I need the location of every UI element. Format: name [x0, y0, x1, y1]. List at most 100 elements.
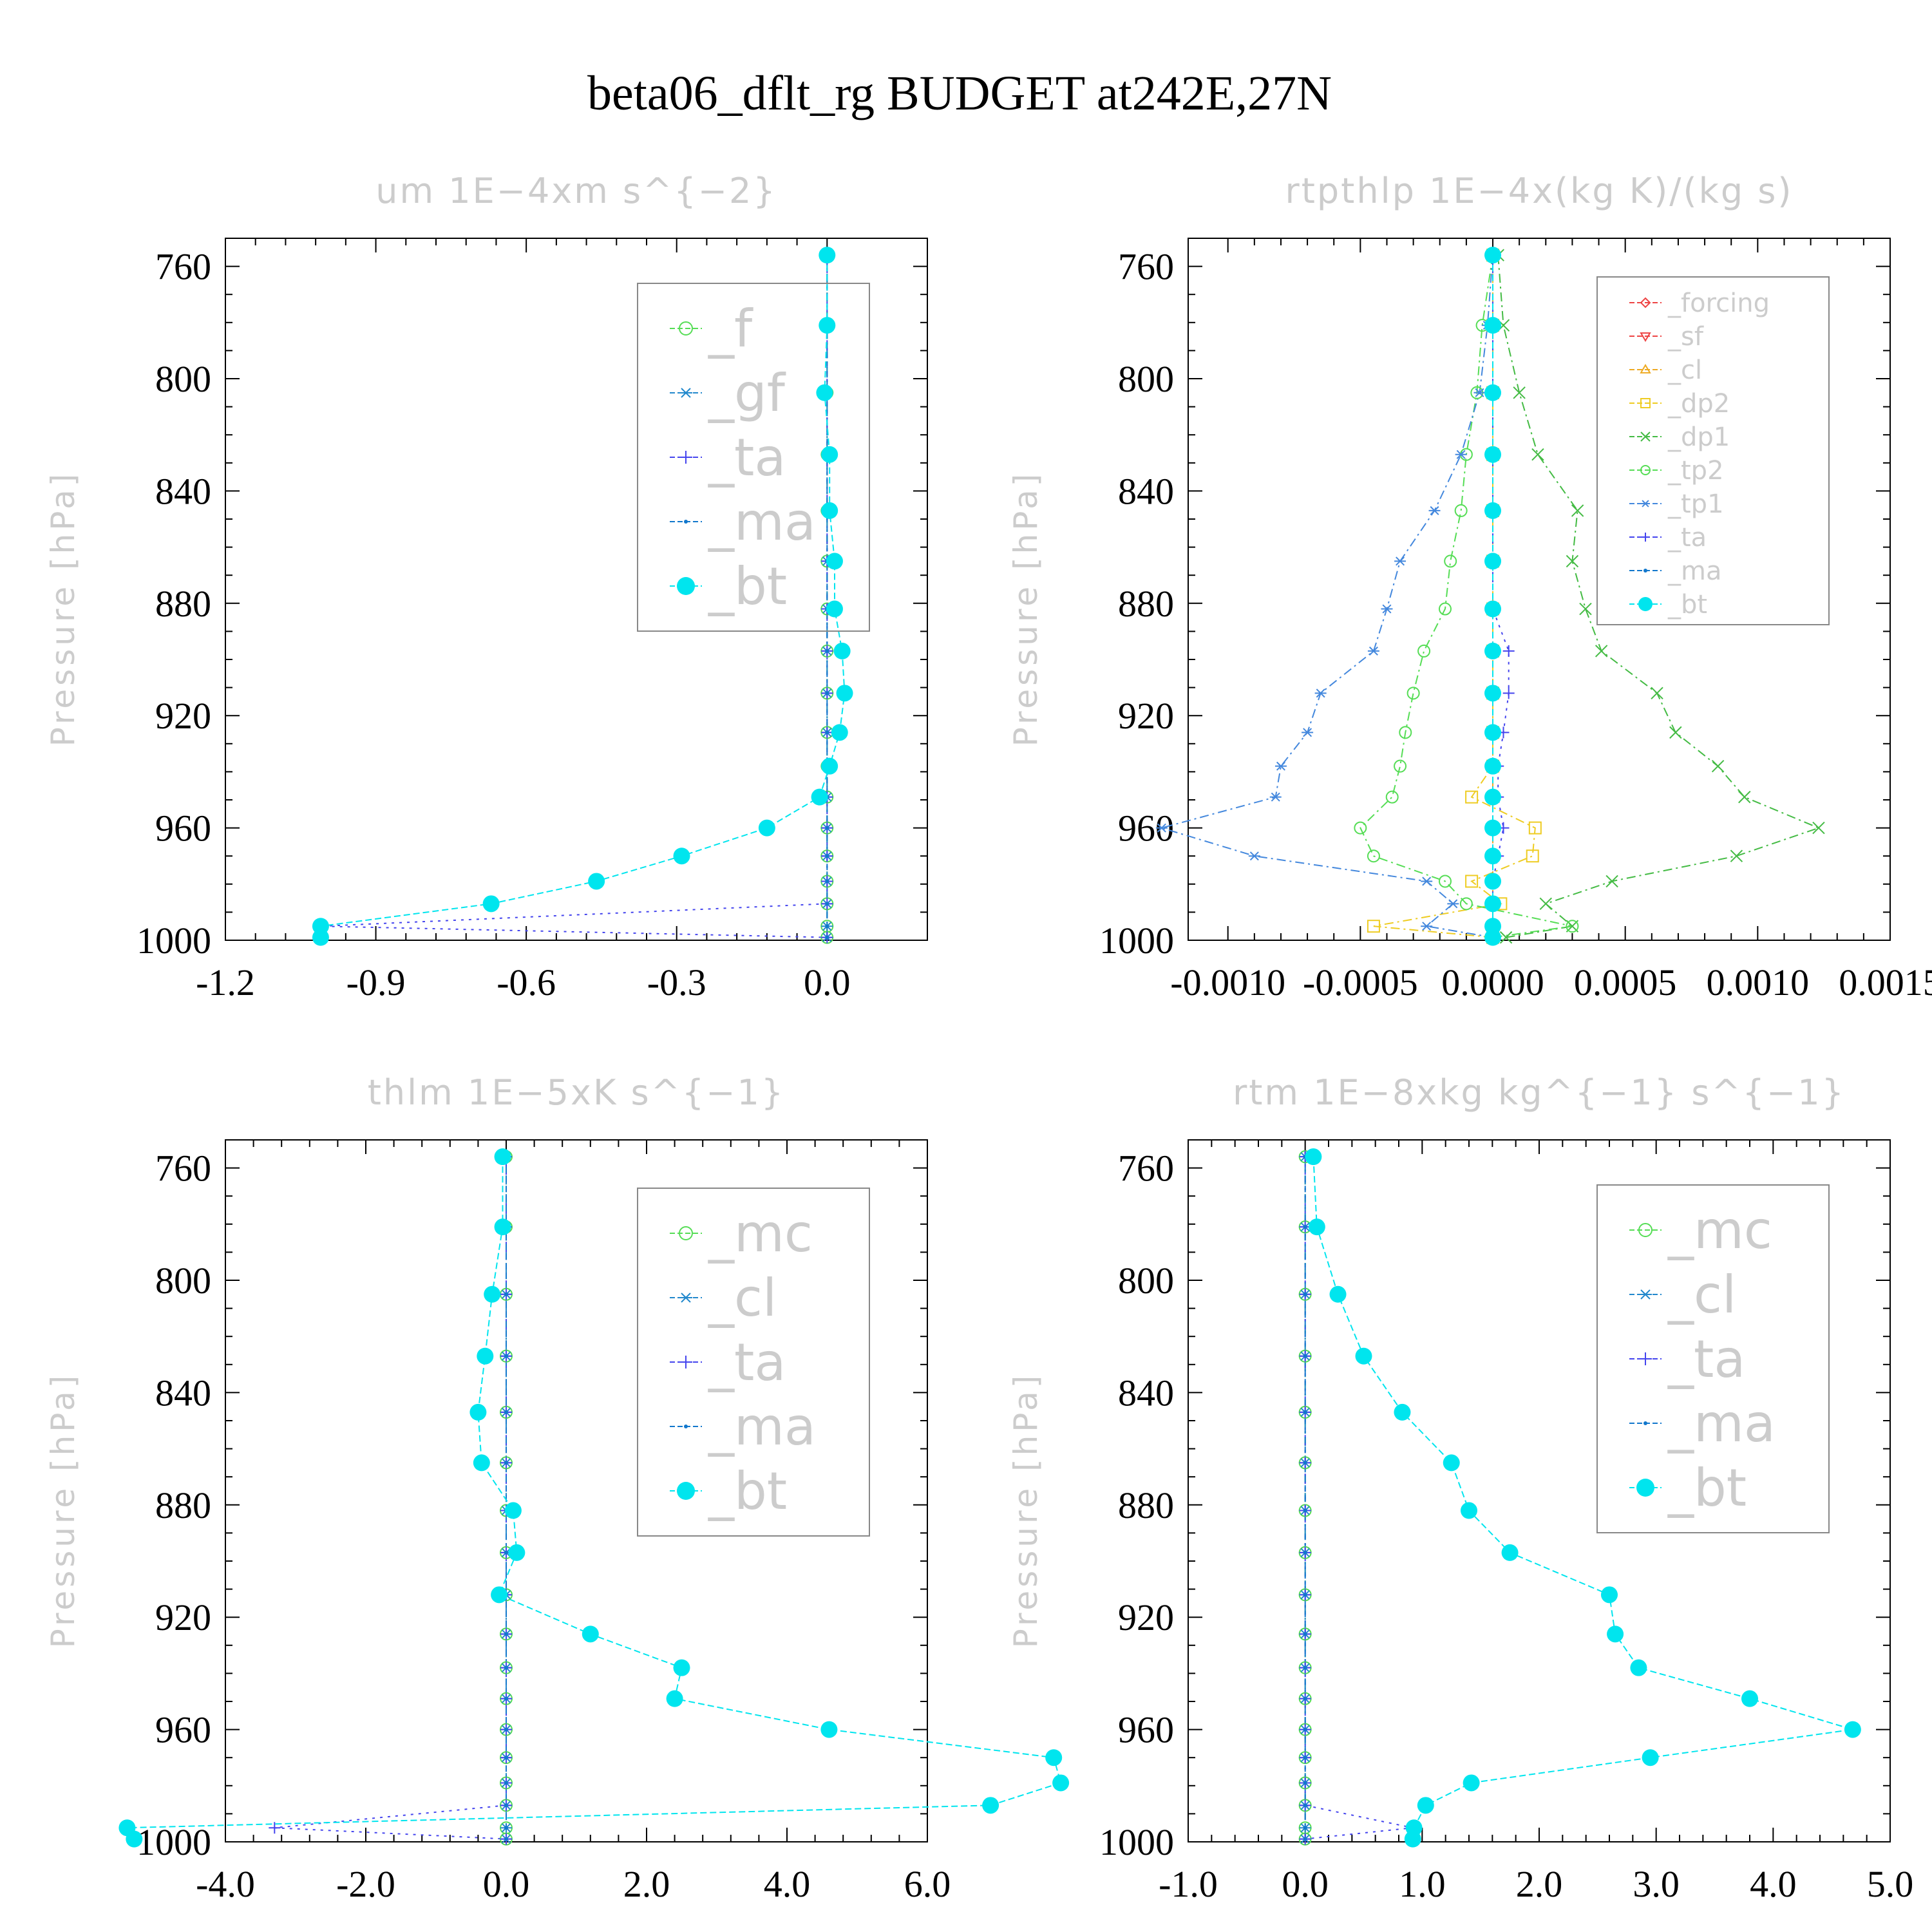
legend-marker — [1638, 597, 1653, 611]
plot-frame — [225, 1140, 927, 1842]
data-point-bt — [1484, 553, 1501, 569]
x-tick-label: -0.9 — [346, 961, 406, 1003]
data-point-bt — [816, 384, 833, 401]
data-point-ma — [825, 854, 829, 858]
legend-entry: _ta — [708, 428, 786, 488]
data-point-ma — [1303, 1461, 1307, 1464]
data-point-bt — [819, 317, 835, 334]
data-point-dp1 — [1532, 449, 1544, 460]
legend-entry: _sf — [1667, 322, 1704, 352]
data-point-dp1 — [1606, 875, 1618, 887]
legend-entry: _forcing — [1667, 289, 1770, 318]
legend-marker — [679, 388, 692, 397]
y-tick-label: 960 — [155, 808, 211, 849]
x-tick-label: 2.0 — [623, 1863, 670, 1905]
legend: _mc_cl_ta_ma_bt — [638, 1188, 869, 1536]
data-point-bt — [1484, 601, 1501, 618]
data-point-tp2 — [1394, 761, 1406, 772]
panel-title: rtpthlp 1E−4x(kg K)/(kg s) — [1285, 171, 1794, 211]
data-point-ma — [825, 902, 829, 905]
data-point-ma — [1303, 1551, 1307, 1555]
x-tick-label: 3.0 — [1633, 1863, 1680, 1905]
x-tick-label: 5.0 — [1867, 1863, 1914, 1905]
data-point-ma — [504, 1666, 508, 1670]
y-tick-label: 840 — [155, 470, 211, 512]
legend-marker — [1639, 1352, 1652, 1365]
legend-entry: _mc — [708, 1204, 813, 1264]
data-point-tp2 — [1418, 645, 1430, 657]
data-point-bt — [126, 1831, 142, 1848]
data-point-dp1 — [1513, 387, 1525, 399]
data-point-bt — [484, 1286, 500, 1303]
panel-title: um 1E−4xm s^{−2} — [375, 171, 777, 211]
data-point-bt — [982, 1797, 999, 1814]
data-point-ma — [825, 691, 829, 695]
data-point-bt — [826, 601, 843, 618]
data-point-bt — [505, 1502, 522, 1519]
y-tick-label: 960 — [1118, 1709, 1174, 1751]
series-line-dp2 — [1374, 255, 1535, 937]
y-axis-label: Pressure [hPa] — [1007, 1372, 1045, 1649]
legend-entry: _ta — [1667, 1329, 1745, 1389]
legend-entry: _bt — [708, 556, 787, 616]
data-point-ma — [825, 649, 829, 653]
data-point-bt — [473, 1454, 490, 1471]
y-tick-label: 800 — [1118, 1260, 1174, 1302]
panel-2: rtpthlp 1E−4x(kg K)/(kg s) Pressure [hPa]… — [1007, 171, 1932, 1003]
data-point-bt — [821, 446, 838, 463]
data-point-bt — [1052, 1774, 1069, 1791]
data-point-bt — [1601, 1586, 1618, 1603]
series-line-ta — [274, 1157, 506, 1839]
panel-title: thlm 1E−5xK s^{−1} — [368, 1072, 785, 1113]
y-tick-label: 1000 — [1099, 1821, 1174, 1863]
legend-entry: _cl — [1667, 1265, 1736, 1325]
data-point-bt — [469, 1404, 486, 1421]
plot-frame — [225, 238, 927, 940]
series-line-ta — [1305, 1157, 1413, 1839]
y-tick-label: 880 — [1118, 1484, 1174, 1526]
data-point-bt — [508, 1544, 525, 1561]
series-line-dp1 — [1498, 255, 1819, 937]
legend-entry: _ma — [1667, 556, 1721, 586]
data-point-dp1 — [1730, 850, 1742, 862]
series-line-tp1 — [1162, 255, 1493, 937]
data-point-ma — [1303, 1728, 1307, 1732]
y-axis-label: Pressure [hPa] — [44, 1372, 82, 1649]
y-tick-label: 1000 — [137, 1821, 211, 1863]
x-tick-label: 4.0 — [1750, 1863, 1797, 1905]
data-point-tp1 — [1381, 605, 1392, 613]
data-point-ma — [1303, 1781, 1307, 1785]
data-point-bt — [1502, 1544, 1519, 1561]
data-point-bt — [1844, 1721, 1861, 1738]
y-tick-label: 760 — [155, 246, 211, 288]
data-point-ma — [1303, 1293, 1307, 1296]
data-point-dp1 — [1670, 726, 1681, 738]
y-tick-label: 920 — [1118, 695, 1174, 737]
plot-frame — [1188, 238, 1890, 940]
data-point-bt — [1305, 1148, 1321, 1165]
legend-marker — [1641, 533, 1650, 542]
legend-entry: _tp1 — [1667, 489, 1724, 519]
legend-marker — [1641, 333, 1650, 341]
panel-1: um 1E−4xm s^{−2}Pressure [hPa]7608008408… — [44, 171, 927, 1003]
data-point-ma — [504, 1756, 508, 1759]
data-point-tp1 — [1429, 507, 1441, 515]
data-point-ma — [1303, 1697, 1307, 1701]
data-point-ma — [1303, 1666, 1307, 1670]
data-point-ma — [1303, 1632, 1307, 1636]
data-point-ma — [504, 1461, 508, 1464]
plot-frame — [1188, 1140, 1890, 1842]
data-point-bt — [1484, 643, 1501, 659]
legend-entry: _cl — [708, 1268, 777, 1328]
data-point-dp1 — [1596, 645, 1607, 657]
y-tick-label: 920 — [1118, 1596, 1174, 1638]
legend-marker — [679, 451, 692, 464]
data-point-bt — [834, 643, 851, 659]
data-point-tp2 — [1408, 687, 1419, 699]
data-point-bt — [1741, 1690, 1758, 1707]
series-line-bt — [127, 1157, 1061, 1839]
panel-title: rtm 1E−8xkg kg^{−1} s^{−1} — [1233, 1072, 1846, 1113]
figure-title: beta06_dflt_rg BUDGET at242E,27N — [587, 66, 1332, 120]
legend-entry: _ma — [708, 492, 816, 552]
x-tick-label: -0.0010 — [1170, 961, 1285, 1003]
